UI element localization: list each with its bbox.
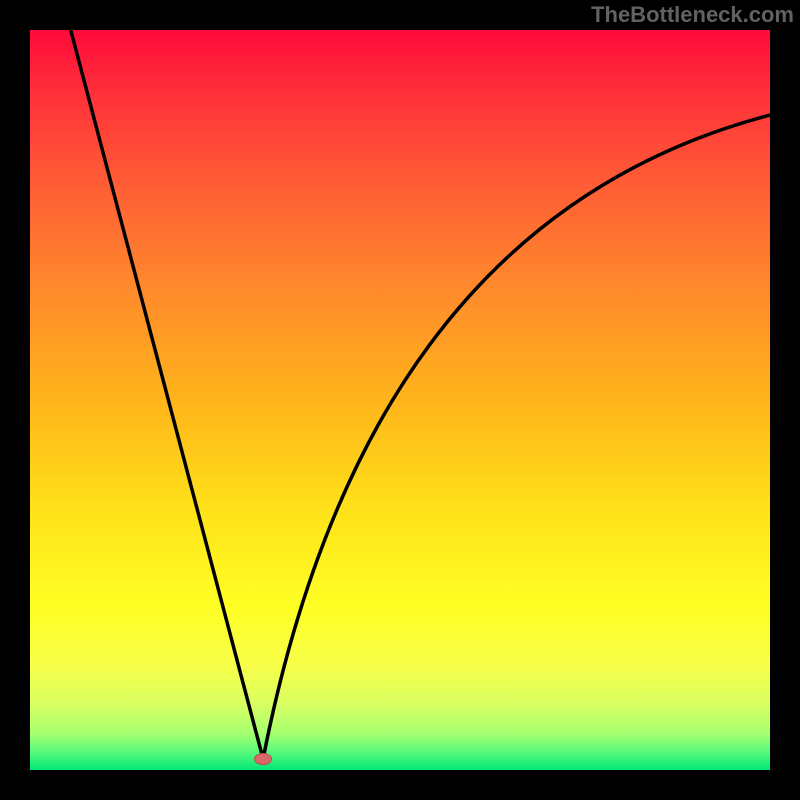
attribution-text: TheBottleneck.com: [591, 2, 794, 28]
heat-gradient: [30, 30, 770, 770]
optimal-point-marker: [254, 753, 272, 765]
plot-area: [30, 30, 770, 770]
chart-frame: TheBottleneck.com: [0, 0, 800, 800]
